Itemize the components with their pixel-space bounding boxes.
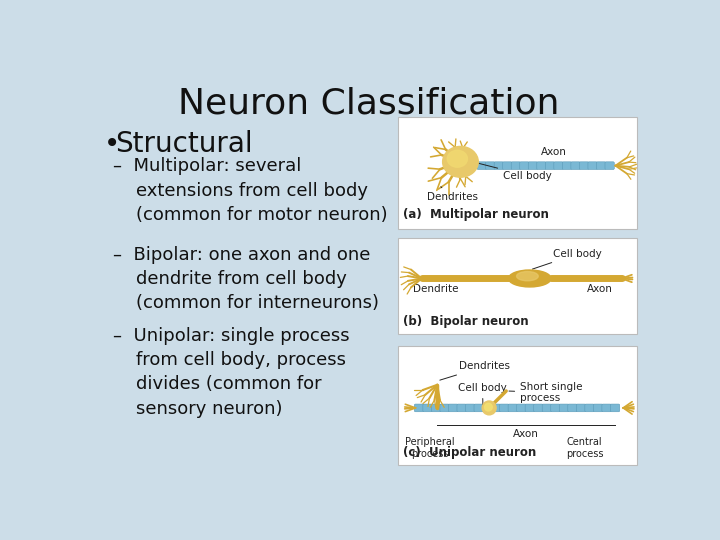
FancyBboxPatch shape: [605, 162, 614, 170]
Text: Axon: Axon: [541, 147, 567, 157]
FancyBboxPatch shape: [528, 162, 538, 170]
FancyBboxPatch shape: [580, 162, 589, 170]
FancyBboxPatch shape: [517, 404, 526, 412]
FancyBboxPatch shape: [466, 404, 474, 412]
FancyBboxPatch shape: [542, 404, 552, 412]
FancyBboxPatch shape: [525, 404, 534, 412]
FancyBboxPatch shape: [485, 162, 495, 170]
Ellipse shape: [516, 272, 539, 281]
FancyBboxPatch shape: [398, 238, 637, 334]
FancyBboxPatch shape: [500, 404, 509, 412]
FancyBboxPatch shape: [491, 404, 500, 412]
Text: (a)  Multipolar neuron: (a) Multipolar neuron: [403, 208, 549, 221]
FancyBboxPatch shape: [449, 404, 458, 412]
FancyBboxPatch shape: [508, 404, 518, 412]
Text: Structural: Structural: [114, 130, 253, 158]
Circle shape: [482, 401, 496, 415]
FancyBboxPatch shape: [593, 404, 603, 412]
Text: Neuron Classification: Neuron Classification: [179, 86, 559, 120]
FancyBboxPatch shape: [611, 404, 620, 412]
Text: Dendrites: Dendrites: [427, 187, 478, 202]
FancyBboxPatch shape: [596, 162, 606, 170]
FancyBboxPatch shape: [398, 117, 637, 229]
FancyBboxPatch shape: [482, 404, 492, 412]
Ellipse shape: [447, 150, 467, 167]
FancyBboxPatch shape: [423, 404, 432, 412]
Text: •: •: [104, 130, 120, 158]
Text: Axon: Axon: [513, 429, 539, 438]
Text: Cell body: Cell body: [532, 249, 602, 269]
FancyBboxPatch shape: [559, 404, 569, 412]
FancyBboxPatch shape: [457, 404, 467, 412]
Text: Central
process: Central process: [566, 437, 603, 459]
Ellipse shape: [443, 146, 478, 177]
Circle shape: [485, 403, 492, 411]
FancyBboxPatch shape: [568, 404, 577, 412]
FancyBboxPatch shape: [551, 404, 560, 412]
FancyBboxPatch shape: [571, 162, 580, 170]
FancyBboxPatch shape: [554, 162, 563, 170]
FancyBboxPatch shape: [474, 404, 483, 412]
Text: Dendrite: Dendrite: [413, 285, 459, 294]
Text: –  Multipolar: several
    extensions from cell body
    (common for motor neuro: – Multipolar: several extensions from ce…: [113, 157, 388, 224]
FancyBboxPatch shape: [398, 346, 637, 465]
Text: –  Unipolar: single process
    from cell body, process
    divides (common for
: – Unipolar: single process from cell bod…: [113, 327, 350, 417]
FancyBboxPatch shape: [431, 404, 441, 412]
FancyBboxPatch shape: [534, 404, 543, 412]
FancyBboxPatch shape: [440, 404, 449, 412]
FancyBboxPatch shape: [414, 404, 423, 412]
Text: Dendrites: Dendrites: [440, 361, 510, 380]
Text: –  Bipolar: one axon and one
    dendrite from cell body
    (common for interne: – Bipolar: one axon and one dendrite fro…: [113, 246, 379, 312]
Text: Cell body: Cell body: [458, 383, 507, 405]
FancyBboxPatch shape: [588, 162, 597, 170]
Text: Short single
process: Short single process: [509, 382, 582, 403]
Text: Peripheral
process: Peripheral process: [405, 437, 454, 459]
FancyBboxPatch shape: [494, 162, 503, 170]
FancyBboxPatch shape: [537, 162, 546, 170]
FancyBboxPatch shape: [503, 162, 512, 170]
Text: (c)  Unipolar neuron: (c) Unipolar neuron: [403, 446, 536, 459]
Text: Axon: Axon: [587, 285, 613, 294]
FancyBboxPatch shape: [520, 162, 529, 170]
FancyBboxPatch shape: [562, 162, 572, 170]
Text: (b)  Bipolar neuron: (b) Bipolar neuron: [403, 315, 528, 328]
FancyBboxPatch shape: [477, 162, 487, 170]
FancyBboxPatch shape: [576, 404, 585, 412]
FancyBboxPatch shape: [545, 162, 554, 170]
FancyBboxPatch shape: [585, 404, 594, 412]
FancyBboxPatch shape: [602, 404, 611, 412]
Text: Cell body: Cell body: [469, 161, 552, 181]
FancyBboxPatch shape: [511, 162, 521, 170]
Ellipse shape: [508, 270, 551, 287]
